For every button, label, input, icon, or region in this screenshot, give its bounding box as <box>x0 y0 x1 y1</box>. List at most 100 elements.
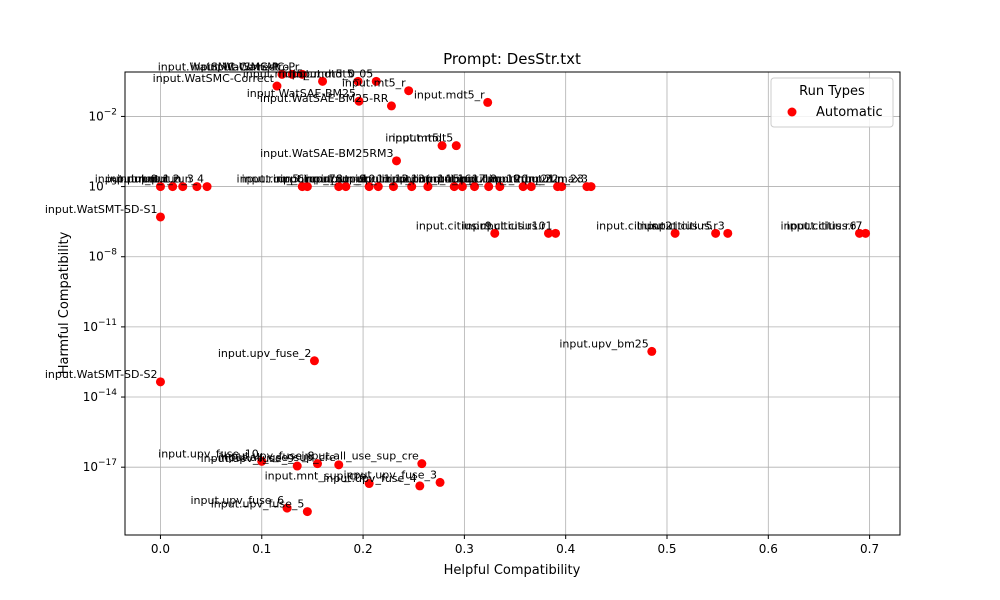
point-label: input.run_17 <box>416 173 486 186</box>
data-point <box>386 101 396 111</box>
x-axis-label: Helpful Compatibility <box>444 563 581 578</box>
x-tick-label: 0.6 <box>759 542 778 556</box>
point-label: input.citius.r7 <box>787 219 863 232</box>
data-point <box>192 182 202 192</box>
data-point <box>407 182 417 192</box>
point-label: input.WatSAE-BM25-RR <box>260 92 389 105</box>
point-label: input.upv_fuse_6 <box>190 494 284 507</box>
data-point <box>449 182 459 192</box>
data-point <box>168 182 178 192</box>
data-point <box>586 182 596 192</box>
point-label: input.mdt5_... <box>243 67 320 80</box>
data-point <box>861 228 871 238</box>
y-tick-label: 10−2 <box>88 107 117 123</box>
data-point <box>341 182 351 192</box>
point-label: input.WatSMC-Pr <box>207 60 300 73</box>
legend-title: Run Types <box>799 84 865 99</box>
point-label: input.citius.r2 <box>596 219 672 232</box>
point-label: input.upv_fuse_9 <box>201 452 295 465</box>
x-tick-label: 0.5 <box>657 542 676 556</box>
data-point <box>257 456 267 466</box>
point-label: input.run_19 <box>450 173 520 186</box>
data-point <box>364 182 374 192</box>
data-point <box>711 228 721 238</box>
point-label: input.citius.r10 <box>462 219 545 232</box>
point-label: input.run_21 <box>485 173 555 186</box>
point-label: input.WatSMT-SD-S1 <box>45 203 158 216</box>
point-label: input.citius.r1 <box>477 219 553 232</box>
y-axis-label: Harmful Compatibility <box>57 231 72 374</box>
data-point <box>451 141 461 151</box>
data-point <box>353 76 363 86</box>
point-label: input.run_11 <box>321 173 391 186</box>
data-point <box>312 459 322 469</box>
data-point <box>178 182 188 192</box>
data-point <box>202 182 212 192</box>
y-tick-label: 10−17 <box>83 458 117 474</box>
data-point <box>388 182 398 192</box>
x-tick-label: 0.4 <box>556 542 575 556</box>
point-label: input.mdt5_05 <box>293 67 373 80</box>
point-label: input.run_1 <box>107 173 170 186</box>
point-label: input.run_6 <box>242 173 305 186</box>
data-point <box>423 182 433 192</box>
point-label: input.run_0 <box>95 173 158 186</box>
point-label: input.citius.r9 <box>416 219 492 232</box>
data-point <box>526 182 536 192</box>
data-point <box>495 182 505 192</box>
data-point <box>723 228 733 238</box>
point-label: input.citius.r6 <box>780 219 856 232</box>
point-label: input.run_7 <box>273 173 336 186</box>
data-point <box>518 182 528 192</box>
data-point <box>404 86 414 96</box>
data-point <box>557 182 567 192</box>
point-label: input.citius.r5 <box>637 219 713 232</box>
y-tick-label: 10−11 <box>83 318 117 334</box>
legend-box <box>770 77 894 128</box>
data-point <box>272 81 282 91</box>
data-point <box>155 182 165 192</box>
point-label: input.run_4 <box>141 173 204 186</box>
point-label: input.upv_fuse_4 <box>323 472 417 485</box>
x-tick-label: 0.1 <box>252 542 271 556</box>
point-label: input.mt5_r <box>342 77 406 90</box>
data-point <box>373 182 383 192</box>
data-point <box>354 96 364 106</box>
point-label: input.run_16 <box>402 173 472 186</box>
data-points <box>155 69 871 517</box>
data-point <box>302 182 312 192</box>
point-label: input.upv_fuse_8 <box>221 450 315 463</box>
data-point <box>647 346 657 356</box>
data-point <box>417 459 427 469</box>
data-point <box>392 156 402 166</box>
data-point <box>415 481 425 491</box>
point-label: input.WatSMT-SD-S2 <box>45 368 158 381</box>
data-point <box>318 76 328 86</box>
point-label: input.mt5 <box>385 132 439 145</box>
point-label: input.run_22 <box>489 173 559 186</box>
point-label: input.WatSMC-Correct <box>158 60 280 73</box>
point-label: input.run_2 <box>117 173 180 186</box>
x-tick-label: 0.0 <box>151 542 170 556</box>
x-tick-label: 0.2 <box>354 542 373 556</box>
legend-entry-automatic: Automatic <box>816 105 883 120</box>
data-point <box>435 477 445 487</box>
grid-lines <box>125 72 900 535</box>
data-point <box>484 182 494 192</box>
x-axis-ticks: 0.0 0.1 0.2 0.3 0.4 0.5 0.6 0.7 <box>151 535 879 556</box>
point-label: input.all_use_sup_cre <box>301 450 419 463</box>
data-point <box>483 97 493 107</box>
data-point <box>437 141 447 151</box>
data-point <box>292 461 302 471</box>
point-label: input.WatSAE-BM25 <box>247 87 356 100</box>
point-label: input.mdt5_r <box>414 88 485 101</box>
data-point <box>543 228 553 238</box>
point-label: input.run_12 <box>339 173 409 186</box>
legend: Run Types Automatic <box>770 77 894 128</box>
point-label: input.upv_fuse_3 <box>343 468 437 481</box>
data-point <box>302 507 312 517</box>
point-label: input.upv_fuse_5 <box>211 498 305 511</box>
data-point <box>155 212 165 222</box>
data-point <box>282 503 292 513</box>
y-tick-label: 10−8 <box>88 248 117 264</box>
